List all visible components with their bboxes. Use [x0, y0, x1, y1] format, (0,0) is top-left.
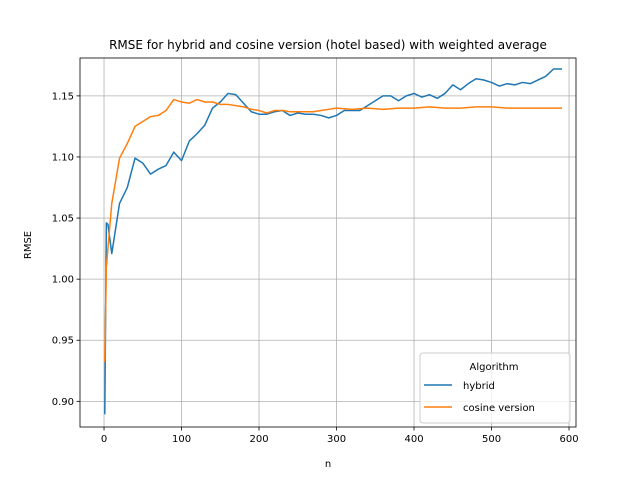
- x-tick-label-4: 400: [404, 434, 423, 445]
- x-axis-title: n: [325, 459, 331, 470]
- legend-title: Algorithm: [470, 362, 519, 373]
- x-tick-label-5: 500: [482, 434, 501, 445]
- y-tick-label-4: 1.10: [52, 152, 74, 163]
- legend-label-hybrid: hybrid: [463, 381, 495, 392]
- x-tick-label-3: 300: [327, 434, 346, 445]
- x-tick-label-1: 100: [172, 434, 191, 445]
- series-line-cosine-version: [104, 98, 563, 362]
- chart-title: RMSE for hybrid and cosine version (hote…: [109, 38, 547, 52]
- series-line-hybrid: [104, 68, 563, 415]
- x-tick-label-0: 0: [101, 434, 107, 445]
- legend-label-cosine-version: cosine version: [463, 403, 535, 414]
- x-tick-label-2: 200: [249, 434, 268, 445]
- y-axis-title: RMSE: [23, 231, 34, 259]
- legend-frame: [419, 352, 571, 424]
- x-tick-label-6: 600: [559, 434, 578, 445]
- y-tick-label-3: 1.05: [52, 214, 74, 225]
- y-tick-label-2: 1.00: [52, 275, 74, 286]
- axes-frame: [79, 57, 577, 428]
- y-tick-label-1: 0.95: [52, 336, 74, 347]
- legend: Algorithm hybrid cosine version: [419, 352, 571, 424]
- y-tick-label-5: 1.15: [52, 91, 74, 102]
- plot-area: 0 100 200 300 400 500 600 0.90 0.95 1.00 1.05 1.10 1…: [52, 57, 579, 445]
- y-tick-label-0: 0.90: [52, 397, 74, 408]
